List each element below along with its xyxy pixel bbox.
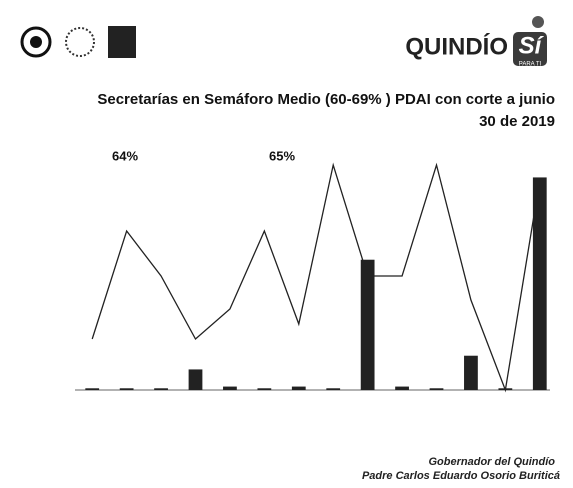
logo-right <box>108 26 136 58</box>
bar <box>85 388 100 390</box>
brand-dot <box>532 16 544 28</box>
brand-tagline: PARA TI <box>519 62 542 68</box>
bar <box>429 388 444 390</box>
logo-left <box>20 26 52 58</box>
bar <box>291 386 306 390</box>
line <box>91 162 541 393</box>
bar <box>532 177 547 390</box>
logos <box>20 16 547 66</box>
bar <box>360 259 375 390</box>
logo-left-core <box>30 36 42 48</box>
bar <box>326 388 341 390</box>
brand-badge: Sí <box>519 32 545 59</box>
annotation: 65% <box>269 148 295 163</box>
annotation: 64% <box>112 148 138 163</box>
chart-title: Secretarías en Semáforo Medio (60-69% ) … <box>97 91 555 108</box>
brand-name: QUINDÍO <box>405 32 508 60</box>
footer-line2: Padre Carlos Eduardo Osorio Buriticá <box>362 470 560 482</box>
bar <box>395 386 409 390</box>
bar <box>257 388 272 390</box>
brand-badge-box <box>513 32 547 66</box>
logo-mid <box>65 27 95 57</box>
chart-subtitle: 30 de 2019 <box>479 113 555 130</box>
footer-line1: Gobernador del Quindío <box>429 456 556 468</box>
bar <box>223 386 237 390</box>
bar <box>154 388 168 390</box>
bar <box>464 355 478 390</box>
bar <box>119 388 134 390</box>
bar <box>188 369 203 390</box>
